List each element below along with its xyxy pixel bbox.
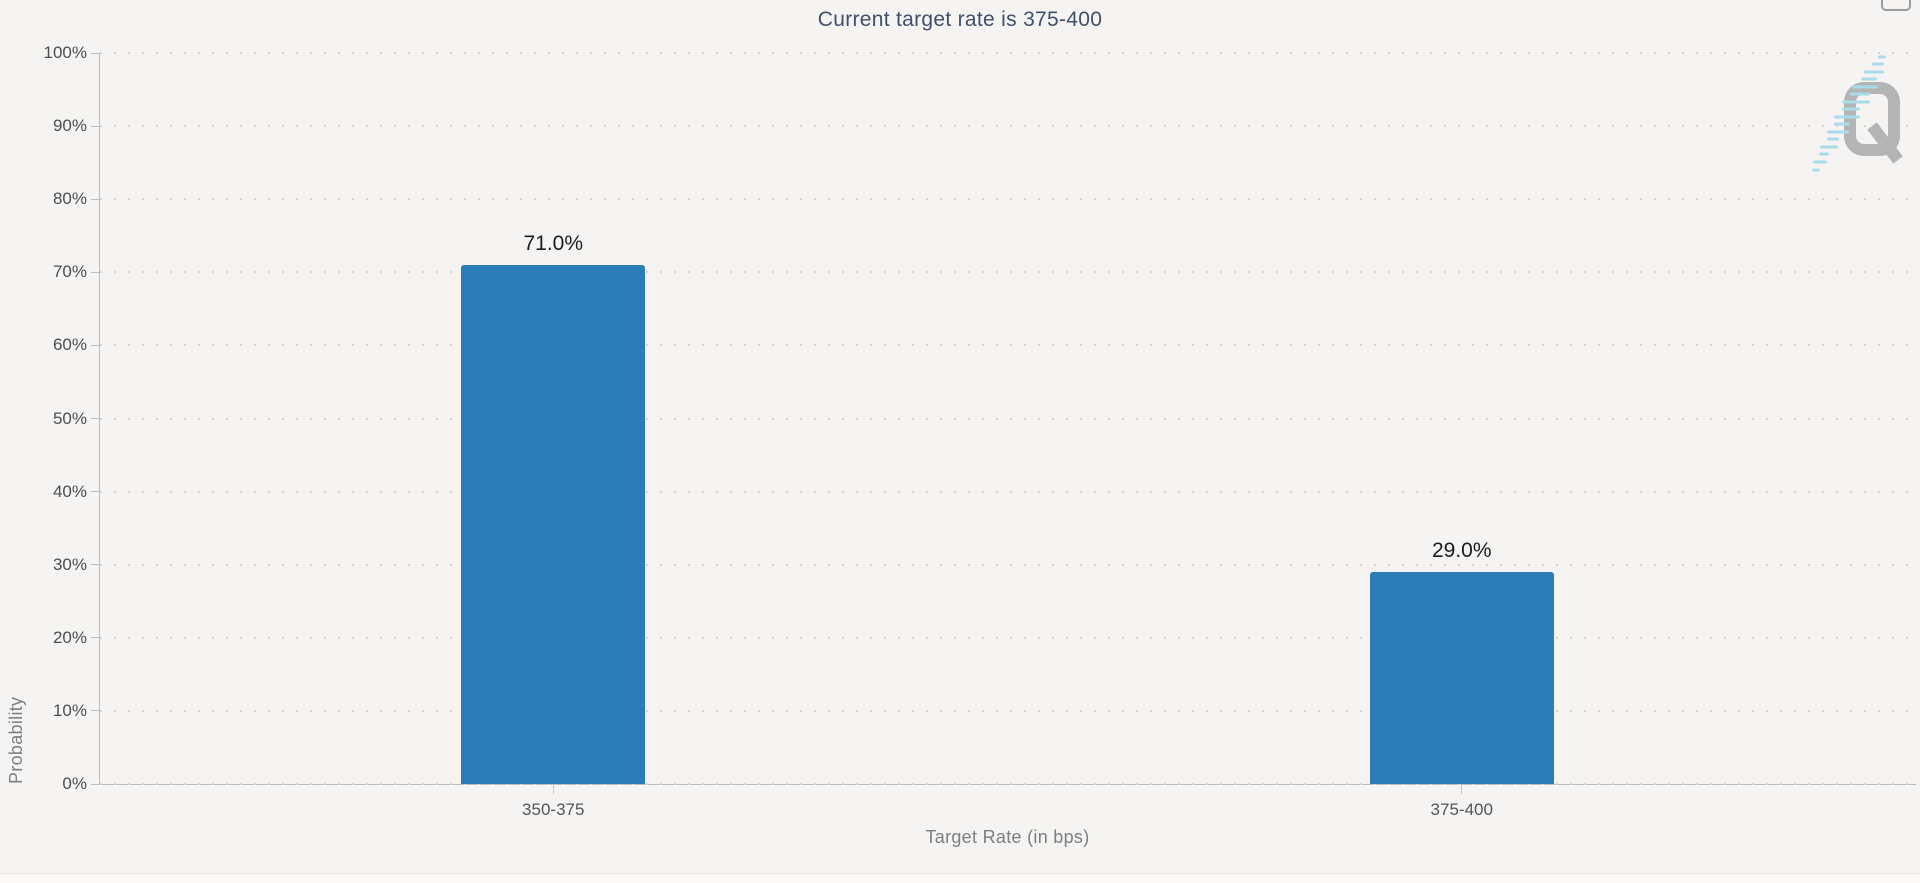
gridline-60 <box>100 344 1912 347</box>
footer-strip <box>0 873 1920 883</box>
plot-area: 71.0% 350-375 29.0% 375-400 <box>91 52 1916 819</box>
gridline-80 <box>100 198 1912 201</box>
y-tick-label-60: 60% <box>52 335 87 355</box>
quikstrike-q-logo-icon <box>1812 55 1903 172</box>
y-axis-line <box>99 53 100 784</box>
y-tick-20 <box>91 637 99 639</box>
x-category-label-350-375: 350-375 <box>522 800 585 819</box>
y-tick-label-80: 80% <box>52 189 87 209</box>
y-tick-10 <box>91 710 99 712</box>
x-category-label-375-400: 375-400 <box>1430 800 1493 819</box>
y-tick-60 <box>91 344 99 346</box>
y-tick-label-20: 20% <box>52 627 87 647</box>
y-tick-80 <box>91 198 99 200</box>
logo-streak <box>1812 55 1886 172</box>
y-tick-label-90: 90% <box>52 116 87 136</box>
y-tick-70 <box>91 271 99 273</box>
gridline-90 <box>100 125 1912 128</box>
gridline-50 <box>100 417 1912 420</box>
gridline-20 <box>100 636 1912 639</box>
y-tick-100 <box>91 52 99 54</box>
y-tick-label-0: 0% <box>62 774 87 793</box>
y-tick-label-10: 10% <box>52 700 87 720</box>
gridline-30 <box>100 563 1912 566</box>
y-tick-label-100: 100% <box>43 43 87 62</box>
gridline-0 <box>100 783 1912 785</box>
x-tick-375-400 <box>1461 784 1463 794</box>
bar-value-label-375-400: 29.0% <box>1431 539 1492 563</box>
gridline-100 <box>100 52 1912 54</box>
x-tick-350-375 <box>552 784 554 794</box>
y-tick-label-30: 30% <box>52 554 87 574</box>
bar-value-label-350-375: 71.0% <box>523 232 584 255</box>
y-tick-label-70: 70% <box>52 262 87 282</box>
x-axis-title: Target Rate (in bps) <box>925 827 1090 847</box>
y-tick-label-40: 40% <box>52 481 87 501</box>
chart-title: Current target rate is 375-400 <box>817 8 1103 31</box>
y-tick-label-50: 50% <box>52 408 87 428</box>
clipped-corner-element <box>1881 0 1911 11</box>
y-tick-0 <box>91 783 99 785</box>
gridline-70 <box>100 271 1912 274</box>
y-axis-labels: 0% 10% 20% 30% 40% 50% 60% 70% 80% 90% 100% <box>0 43 87 793</box>
gridline-10 <box>100 709 1912 712</box>
y-tick-50 <box>91 418 99 419</box>
y-tick-30 <box>91 564 99 566</box>
y-tick-90 <box>91 125 99 127</box>
y-tick-40 <box>91 491 99 493</box>
bar-350-375[interactable] <box>461 265 646 784</box>
bar-375-400[interactable] <box>1369 572 1554 784</box>
gridline-40 <box>100 490 1912 493</box>
